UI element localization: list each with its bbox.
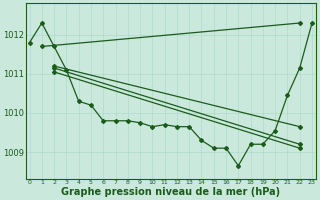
X-axis label: Graphe pression niveau de la mer (hPa): Graphe pression niveau de la mer (hPa) [61, 187, 280, 197]
